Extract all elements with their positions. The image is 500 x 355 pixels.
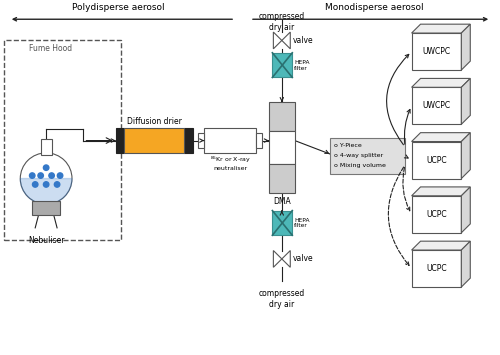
Bar [272,53,292,77]
Polygon shape [462,24,470,70]
Text: $^{85}$Kr or X-ray
neutraliser: $^{85}$Kr or X-ray neutraliser [210,155,251,171]
Text: UCPC: UCPC [426,264,447,273]
Bar [412,33,462,70]
Polygon shape [412,187,470,196]
Circle shape [58,173,63,178]
Bar [32,201,60,214]
Polygon shape [274,251,282,267]
Bar [412,250,462,287]
Text: Diffusion drier: Diffusion drier [127,117,182,126]
Bar [412,87,462,124]
Polygon shape [462,78,470,124]
Polygon shape [20,179,72,204]
FancyArrowPatch shape [111,139,114,142]
Bar [269,164,295,193]
Circle shape [44,165,49,170]
Polygon shape [462,187,470,233]
Polygon shape [412,24,470,33]
Polygon shape [412,133,470,142]
Text: UWCPC: UWCPC [422,47,450,56]
Text: Monodisperse aerosol: Monodisperse aerosol [325,3,424,12]
Text: compressed
dry air: compressed dry air [258,289,305,309]
Bar [40,139,52,155]
Bar [116,128,124,153]
Bar [412,196,462,233]
Text: valve: valve [293,255,314,263]
Text: Polydisperse aerosol: Polydisperse aerosol [72,3,164,12]
Text: HEPA
filter: HEPA filter [294,60,310,71]
Polygon shape [412,241,470,250]
Polygon shape [282,251,290,267]
FancyArrowPatch shape [13,18,232,21]
FancyArrowPatch shape [280,211,283,215]
Text: o Y-Piece: o Y-Piece [334,143,362,148]
Bar [124,128,184,153]
FancyArrowPatch shape [403,168,409,211]
Text: compressed
dry air: compressed dry air [258,12,305,32]
Bar [204,128,256,153]
Bar [272,211,292,235]
FancyArrowPatch shape [324,151,329,153]
Text: UWCPC: UWCPC [422,101,450,110]
Circle shape [49,173,54,178]
Bar [184,128,193,153]
Bar [4,40,120,240]
FancyArrowPatch shape [404,109,410,144]
Text: DMA: DMA [273,197,290,206]
FancyArrowPatch shape [388,167,409,266]
Text: Fume Hood: Fume Hood [28,44,72,53]
Polygon shape [282,32,290,49]
Text: o Mixing volume: o Mixing volume [334,163,386,168]
Circle shape [30,173,35,178]
Text: UCPC: UCPC [426,210,447,219]
Text: Nebuliser: Nebuliser [28,236,64,245]
FancyArrowPatch shape [386,54,409,145]
Text: UCPC: UCPC [426,155,447,164]
FancyArrowPatch shape [404,155,408,158]
Circle shape [38,173,44,178]
Circle shape [44,182,49,187]
Text: HEPA
filter: HEPA filter [294,218,310,228]
Text: valve: valve [293,36,314,45]
Circle shape [32,182,38,187]
Polygon shape [462,241,470,287]
Bar [269,102,295,131]
Text: o 4-way splitter: o 4-way splitter [334,153,383,158]
Circle shape [20,153,72,204]
Polygon shape [462,133,470,179]
Circle shape [54,182,60,187]
FancyArrowPatch shape [200,139,203,142]
FancyArrowPatch shape [264,139,268,142]
Bar [412,142,462,179]
FancyArrowPatch shape [253,18,487,21]
Bar [269,131,295,164]
Bar [330,138,405,174]
Polygon shape [274,32,282,49]
Polygon shape [412,78,470,87]
Bar [256,133,262,148]
FancyArrowPatch shape [280,98,283,101]
Bar [198,133,204,148]
